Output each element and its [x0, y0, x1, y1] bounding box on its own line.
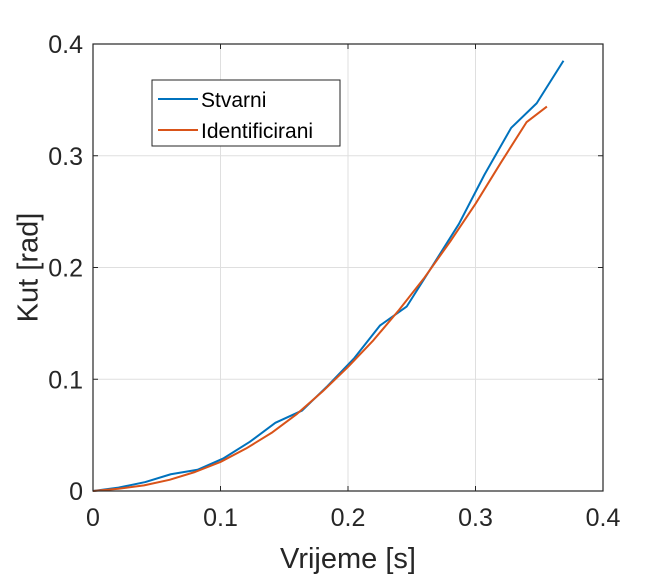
x-tick-label: 0: [86, 504, 100, 532]
y-axis-label: Kut [rad]: [13, 213, 45, 323]
legend-box: [151, 79, 341, 147]
y-tick-label: 0.2: [48, 255, 83, 283]
legend: Stvarni Identificirani: [151, 79, 341, 147]
x-tick-labels: 0 0.1 0.2 0.3 0.4: [86, 504, 620, 532]
x-axis-label: Vrijeme [s]: [280, 543, 416, 575]
x-tick-label: 0.2: [331, 504, 366, 532]
y-tick-labels: 0 0.1 0.2 0.3 0.4: [48, 31, 83, 506]
series-lines: [92, 60, 565, 492]
legend-label-stvarni: Stvarni: [201, 89, 266, 112]
series-line-identificirani: [92, 105, 548, 492]
grid-lines: [93, 44, 603, 491]
x-tick-label: 0.3: [458, 504, 493, 532]
x-tick-label: 0.4: [586, 504, 621, 532]
y-tick-label: 0.1: [48, 366, 83, 394]
legend-label-identificirani: Identificirani: [201, 120, 313, 143]
y-tick-label: 0.4: [48, 31, 83, 59]
y-tick-label: 0: [69, 478, 83, 506]
x-tick-label: 0.1: [203, 504, 238, 532]
y-tick-label: 0.3: [48, 143, 83, 171]
tick-marks: [92, 43, 604, 492]
